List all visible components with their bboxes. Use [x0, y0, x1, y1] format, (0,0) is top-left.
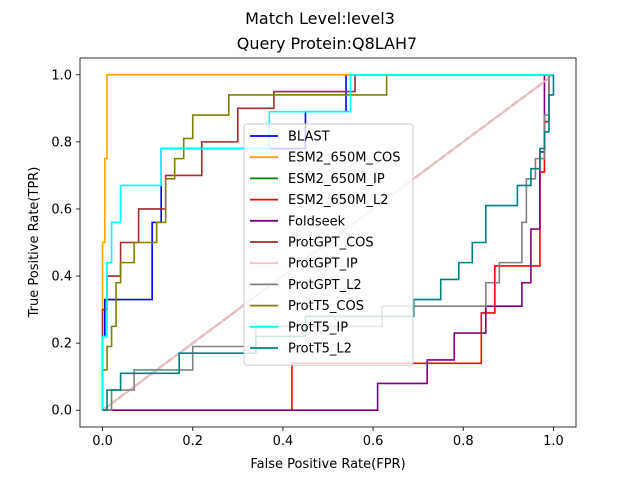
legend-label-prott5-l2: ProtT5_L2: [288, 342, 352, 357]
series-line-prott5-ip: [101, 73, 554, 411]
y-tick-label: 0.8: [51, 135, 72, 150]
legend-label-esm2-650m-ip: ESM2_650M_IP: [288, 172, 385, 187]
series-line-prott5-l2: [102, 74, 555, 412]
x-tick-label: 0.8: [453, 434, 474, 449]
y-tick-label: 1.0: [51, 68, 72, 83]
legend-label-esm2-650m-cos: ESM2_650M_COS: [288, 151, 401, 166]
x-tick-label: 0.6: [363, 434, 384, 449]
y-axis-label: True Positive Rate(TPR): [27, 167, 42, 319]
legend-label-blast: BLAST: [288, 130, 330, 145]
y-tick-label: 0.2: [51, 337, 72, 352]
x-axis-label: False Positive Rate(FPR): [250, 457, 405, 472]
series-line-esm2-650m-cos: [101, 73, 554, 411]
legend-label-protgpt-l2: ProtGPT_L2: [288, 278, 362, 293]
x-tick-label: 1.0: [543, 434, 564, 449]
chart-title: Match Level:level3: [245, 9, 395, 28]
series-line-protgpt-cos: [101, 73, 554, 411]
legend-label-prott5-ip: ProtT5_IP: [288, 320, 348, 335]
legend-label-foldseek: Foldseek: [288, 214, 346, 229]
legend-label-protgpt-cos: ProtGPT_COS: [288, 236, 374, 251]
legend: BLAST ESM2_650M_COS ESM2_650M_IP ESM2_650M_…: [243, 123, 414, 366]
x-tick-label: 0.2: [182, 434, 203, 449]
series-line-protgpt-l2: [102, 73, 554, 412]
series-line-prott5-cos: [101, 73, 554, 411]
y-tick-label: 0.0: [51, 404, 72, 419]
x-tick-label: 0.4: [273, 434, 294, 449]
y-tick-label: 0.6: [51, 202, 72, 217]
chart-subtitle: Query Protein:Q8LAH7: [237, 34, 417, 53]
legend-label-prott5-cos: ProtT5_COS: [288, 299, 364, 314]
y-tick-label: 0.4: [51, 270, 72, 285]
x-tick-label: 0.0: [92, 434, 113, 449]
plot-frame: [79, 57, 577, 428]
legend-label-esm2-650m-l2: ESM2_650M_L2: [288, 193, 389, 208]
legend-label-protgpt-ip: ProtGPT_IP: [288, 257, 358, 272]
legend-box: [243, 123, 414, 366]
